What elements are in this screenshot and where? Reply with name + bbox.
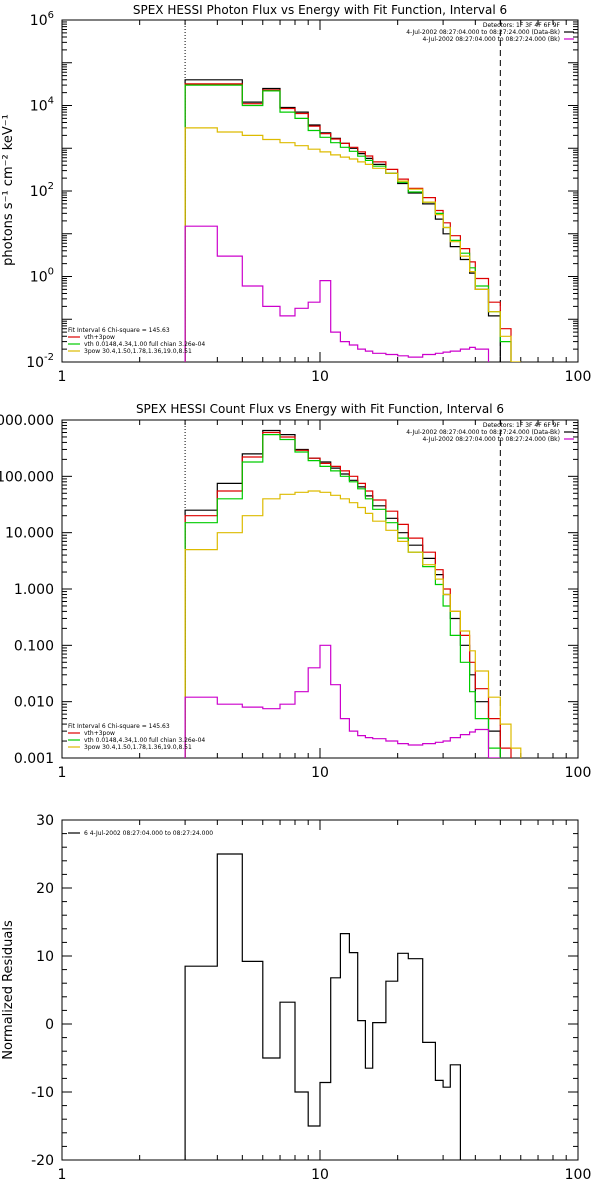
legend-left-entry: 6 4-Jul-2002 08:27:04.000 to 08:27:24.00…	[84, 830, 213, 837]
legend-right-entry: 4-Jul-2002 08:27:04.000 to 08:27:24.000 …	[422, 36, 560, 43]
y-tick-label: 0.010	[14, 695, 54, 711]
legend-right-entry: 4-Jul-2002 08:27:04.000 to 08:27:24.000 …	[406, 29, 560, 36]
series-1-line	[184, 853, 461, 1160]
series-1-line	[184, 79, 501, 362]
series-4-line	[184, 127, 521, 362]
y-tick-label: 1.000	[14, 582, 54, 598]
y-tick-label: 0	[45, 1017, 54, 1033]
legend-left-entry: vth+3pow	[84, 334, 115, 341]
y-tick-label: 10	[36, 949, 54, 965]
panel-3: 1 10 100 -20 -10 0 10 20 30 Normalized Residuals 6…	[1, 813, 591, 1183]
series-2-line	[184, 83, 512, 362]
x-tick-label: 100	[565, 369, 592, 385]
y-tick-label: 100	[30, 267, 54, 286]
x-tick-label: 10	[311, 1167, 329, 1183]
series-4-line	[184, 490, 522, 758]
legend-right-entry: Detectors: 1F 3F 4F 6F 9F	[483, 22, 561, 29]
legend-left-entry: vth+3pow	[84, 730, 115, 737]
panel-1: SPEX HESSI Photon Flux vs Energy with Fi…	[1, 3, 591, 385]
x-tick-label: 100	[565, 1167, 592, 1183]
y-tick-label: 0.001	[14, 751, 54, 767]
legend-left-entry: vth 0.0148,4.34,1.00 full chian 3.26e-04	[84, 737, 205, 744]
y-tick-label: 102	[30, 181, 54, 200]
x-tick-label: 1	[58, 765, 67, 781]
x-tick-label: 100	[565, 765, 592, 781]
y-tick-label: 20	[36, 881, 54, 897]
series-1-line	[184, 429, 501, 758]
series-2-line	[184, 431, 512, 758]
x-tick-label: 10	[311, 765, 329, 781]
legend-left-entry: Fit Interval 6 Chi-square = 145.63	[68, 327, 170, 334]
legend-left-entry: 3pow 30.4,1.50,1.78,1.36,19.0,8.51	[84, 744, 192, 751]
chart-title: SPEX HESSI Count Flux vs Energy with Fit…	[136, 402, 504, 416]
legend-left-entry: 3pow 30.4,1.50,1.78,1.36,19.0,8.51	[84, 348, 192, 355]
y-tick-label: 100.000	[0, 469, 54, 485]
legend-right-entry: 4-Jul-2002 08:27:04.000 to 08:27:24.000 …	[406, 429, 560, 436]
y-tick-label: 10-2	[26, 352, 54, 371]
x-tick-label: 1	[58, 369, 67, 385]
y-tick-label: 104	[30, 96, 54, 115]
series-5-line	[184, 225, 501, 362]
series-5-line	[184, 644, 501, 758]
y-tick-label: 106	[30, 10, 54, 29]
y-tick-label: 0.100	[14, 638, 54, 654]
y-tick-label: 30	[36, 813, 54, 829]
legend-left-entry: vth 0.0148,4.34,1.00 full chian 3.26e-04	[84, 341, 205, 348]
series-3-line	[184, 434, 501, 758]
x-tick-label: 10	[311, 369, 329, 385]
legend-right-entry: 4-Jul-2002 08:27:04.000 to 08:27:24.000 …	[422, 436, 560, 443]
legend-left-entry: Fit Interval 6 Chi-square = 145.63	[68, 723, 170, 730]
y-axis-label: photons s⁻¹ cm⁻² keV⁻¹	[1, 114, 16, 266]
y-tick-label: -20	[31, 1153, 54, 1169]
legend-right-entry: Detectors: 1F 3F 4F 6F 9F	[483, 422, 561, 429]
y-axis-label: Normalized Residuals	[1, 920, 16, 1060]
y-tick-label: -10	[31, 1085, 54, 1101]
x-tick-label: 1	[58, 1167, 67, 1183]
chart-title: SPEX HESSI Photon Flux vs Energy with Fi…	[133, 3, 507, 17]
y-tick-label: 10.000	[5, 526, 54, 542]
series-3-line	[184, 84, 512, 362]
panel-2: SPEX HESSI Count Flux vs Energy with Fit…	[0, 402, 591, 781]
